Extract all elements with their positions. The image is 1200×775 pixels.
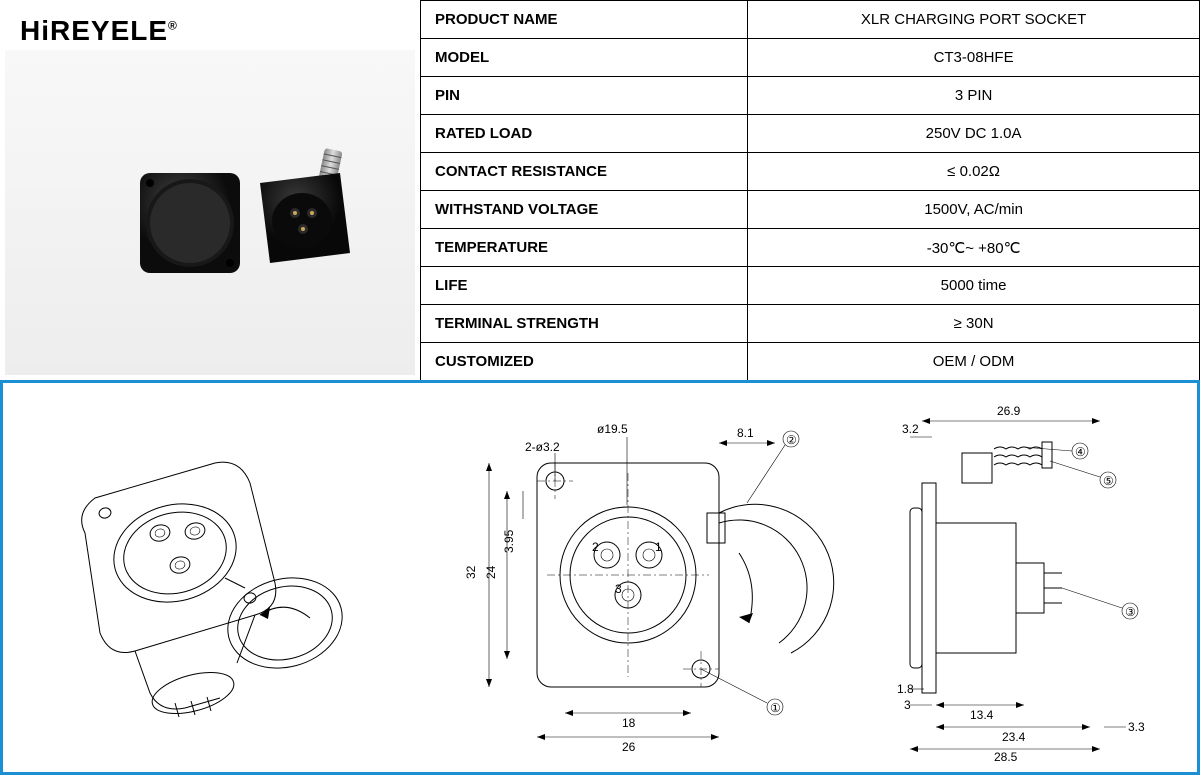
dim-outer-h: 32 [464, 565, 478, 579]
socket-back-icon [230, 143, 390, 293]
pin-label-3: 3 [615, 582, 622, 596]
spec-label: CUSTOMIZED [421, 343, 748, 381]
dim-b-a: 1.8 [897, 682, 914, 696]
pin-label-2: 2 [592, 540, 599, 554]
dim-b-e: 28.5 [994, 750, 1018, 763]
spec-table: PRODUCT NAMEXLR CHARGING PORT SOCKETMODE… [420, 0, 1200, 381]
dim-b-b: 3 [904, 698, 911, 712]
top-section: HiREYELE® [0, 0, 1200, 380]
logo-area: HiREYELE® [0, 0, 420, 50]
callout-2: ② [786, 433, 797, 447]
spec-label: MODEL [421, 39, 748, 77]
callout-3: ③ [1125, 605, 1136, 619]
table-row: MODELCT3-08HFE [421, 39, 1200, 77]
spec-label: WITHSTAND VOLTAGE [421, 191, 748, 229]
spec-value: 3 PIN [748, 77, 1200, 115]
left-panel: HiREYELE® [0, 0, 420, 380]
dim-outer-w: 26 [622, 740, 636, 754]
table-row: TEMPERATURE-30℃~ +80℃ [421, 229, 1200, 267]
spec-value: 250V DC 1.0A [748, 115, 1200, 153]
page-container: HiREYELE® [0, 0, 1200, 775]
dim-top-w: 26.9 [997, 404, 1021, 418]
dim-b-c: 13.4 [970, 708, 994, 722]
dim-top-offset: 3.2 [902, 422, 919, 436]
spec-value: ≥ 30N [748, 305, 1200, 343]
spec-value: 1500V, AC/min [748, 191, 1200, 229]
spec-label: CONTACT RESISTANCE [421, 153, 748, 191]
drawings-section: 2 1 3 [0, 380, 1200, 775]
spec-value: ≤ 0.02Ω [748, 153, 1200, 191]
table-row: PIN3 PIN [421, 77, 1200, 115]
table-row: WITHSTAND VOLTAGE1500V, AC/min [421, 191, 1200, 229]
spec-label: PIN [421, 77, 748, 115]
table-row: CONTACT RESISTANCE≤ 0.02Ω [421, 153, 1200, 191]
spec-label: TERMINAL STRENGTH [421, 305, 748, 343]
spec-value: 5000 time [748, 267, 1200, 305]
spec-label: RATED LOAD [421, 115, 748, 153]
table-row: PRODUCT NAMEXLR CHARGING PORT SOCKET [421, 1, 1200, 39]
brand-text: HiREYELE [20, 15, 168, 46]
dim-inner-w: 18 [622, 716, 636, 730]
table-row: TERMINAL STRENGTH≥ 30N [421, 305, 1200, 343]
dim-inner-offset: 3.95 [502, 529, 516, 553]
spec-value: -30℃~ +80℃ [748, 229, 1200, 267]
trademark-icon: ® [168, 19, 178, 33]
spec-value: CT3-08HFE [748, 39, 1200, 77]
table-row: RATED LOAD250V DC 1.0A [421, 115, 1200, 153]
front-drawing: 2 1 3 [407, 383, 866, 772]
table-row: LIFE5000 time [421, 267, 1200, 305]
dim-right-h: 3.3 [1128, 720, 1145, 734]
table-row: CUSTOMIZEDOEM / ODM [421, 343, 1200, 381]
brand-logo: HiREYELE® [20, 15, 178, 46]
spec-label: PRODUCT NAME [421, 1, 748, 39]
dim-lid-offset: 8.1 [737, 426, 754, 440]
side-drawing: ③ ④ ⑤ 26.9 3.2 [866, 383, 1197, 772]
callout-4: ④ [1075, 445, 1086, 459]
product-image [5, 50, 415, 375]
dim-inner-h: 24 [484, 565, 498, 579]
pin-label-1: 1 [655, 540, 662, 554]
spec-value: XLR CHARGING PORT SOCKET [748, 1, 1200, 39]
iso-drawing [3, 383, 407, 772]
spec-label: LIFE [421, 267, 748, 305]
dim-b-d: 23.4 [1002, 730, 1026, 744]
callout-5: ⑤ [1103, 474, 1114, 488]
dim-circle: ø19.5 [597, 422, 628, 436]
spec-value: OEM / ODM [748, 343, 1200, 381]
spec-label: TEMPERATURE [421, 229, 748, 267]
dim-hole: 2-ø3.2 [525, 440, 560, 454]
callout-1: ① [770, 701, 781, 715]
